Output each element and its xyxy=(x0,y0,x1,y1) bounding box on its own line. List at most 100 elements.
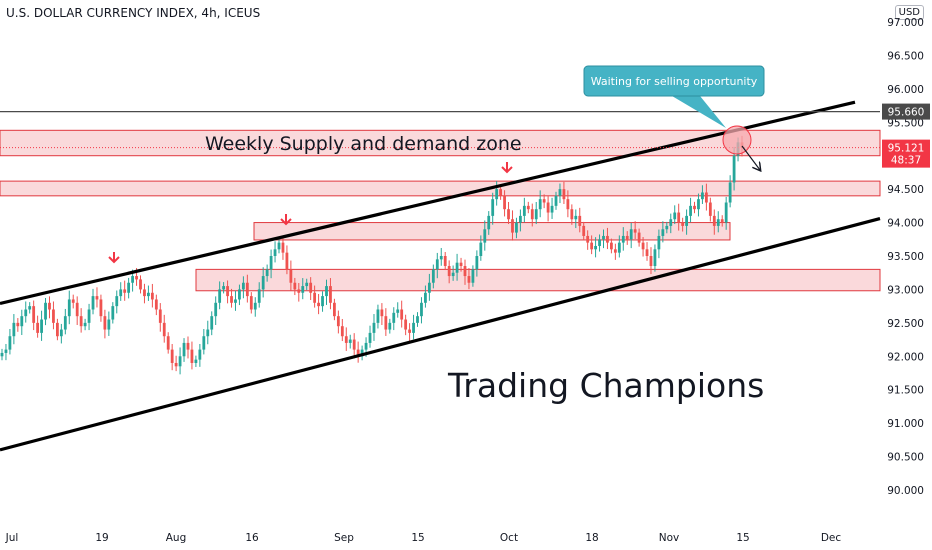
x-tick-label: 18 xyxy=(585,532,598,544)
y-tick-label: 93.500 xyxy=(887,251,924,263)
y-tick-label: 95.500 xyxy=(887,117,924,129)
candle-body xyxy=(586,235,590,243)
candle-body xyxy=(99,299,103,317)
candle-body xyxy=(439,256,443,260)
callout-text: Waiting for selling opportunity xyxy=(591,75,758,88)
chart-title: U.S. DOLLAR CURRENCY INDEX, 4h, ICEUS xyxy=(6,6,261,20)
candle-body xyxy=(206,329,210,337)
pivot-arrow xyxy=(280,214,292,226)
y-tick-label: 93.000 xyxy=(887,284,924,296)
last-price-text: 95.121 xyxy=(888,143,925,155)
candle-body xyxy=(578,215,582,226)
candle-body xyxy=(594,245,597,250)
candle-body xyxy=(297,289,301,293)
candle-body xyxy=(396,309,400,313)
candle-body xyxy=(150,292,154,300)
candle-body xyxy=(503,195,506,210)
candle-body xyxy=(340,326,344,337)
candle-body xyxy=(546,202,550,213)
candle-body xyxy=(483,229,487,243)
candle-body xyxy=(71,299,75,303)
candle-body xyxy=(269,256,273,270)
candle-body xyxy=(507,209,510,220)
candle-body xyxy=(550,205,554,213)
axes-layer: 97.00096.50096.00095.50095.00094.50094.0… xyxy=(5,17,930,544)
candle-body xyxy=(154,299,158,310)
candle-body xyxy=(158,309,162,323)
candle-body xyxy=(352,339,356,350)
candle-body xyxy=(285,252,289,270)
candle-body xyxy=(123,289,127,293)
channel-lower-line xyxy=(0,217,881,452)
candle-body xyxy=(526,205,530,210)
candle-body xyxy=(447,266,451,277)
candle-body xyxy=(202,336,206,350)
candle-body xyxy=(364,342,368,350)
candle-body xyxy=(321,296,324,307)
candle-body xyxy=(471,269,475,283)
candle-body xyxy=(384,316,388,330)
candle-body xyxy=(451,272,455,277)
candle-body xyxy=(249,296,253,310)
candle-body xyxy=(103,316,107,330)
candle-body xyxy=(602,235,605,240)
candle-body xyxy=(732,155,736,183)
candle-body xyxy=(186,342,190,350)
candle-body xyxy=(554,195,558,206)
x-tick-label: 15 xyxy=(736,532,749,544)
candle-body xyxy=(712,215,716,226)
watermark: Trading Champions xyxy=(447,366,764,405)
candle-body xyxy=(8,336,12,350)
lines-layer xyxy=(0,100,881,452)
candle-body xyxy=(530,209,534,220)
candle-body xyxy=(238,289,241,300)
candle-body xyxy=(582,225,586,236)
candle-body xyxy=(261,276,265,290)
candle-body xyxy=(91,296,95,310)
candle-body xyxy=(214,302,218,317)
candle-body xyxy=(329,286,332,303)
candle-body xyxy=(174,362,178,367)
currency-button[interactable]: USD xyxy=(894,5,924,20)
candle-body xyxy=(178,356,182,367)
candle-body xyxy=(147,292,150,297)
candle-body xyxy=(313,292,317,303)
candle-body xyxy=(479,242,483,256)
candle-body xyxy=(697,199,700,210)
resistance-price-tag xyxy=(882,103,930,120)
candle-body xyxy=(210,316,214,330)
candle-body xyxy=(388,322,392,330)
x-tick-label: Jul xyxy=(5,532,19,544)
candle-body xyxy=(673,212,677,220)
callout: Waiting for selling opportunity xyxy=(583,65,765,128)
candle-body xyxy=(305,282,309,287)
x-tick-label: Sep xyxy=(334,532,354,544)
candle-body xyxy=(115,296,119,307)
candle-body xyxy=(701,192,704,200)
last-price-tag xyxy=(882,139,930,168)
candle-body xyxy=(574,215,578,220)
candle-body xyxy=(12,322,16,337)
candle-body xyxy=(598,239,601,246)
candle-body xyxy=(226,286,229,297)
candle-body xyxy=(376,309,380,323)
candle-body xyxy=(629,229,633,240)
candle-body xyxy=(380,309,384,317)
candle-body xyxy=(143,289,146,297)
candle-body xyxy=(87,309,91,323)
candle-body xyxy=(83,322,87,327)
x-tick-label: 19 xyxy=(95,532,108,544)
candle-body xyxy=(309,282,313,293)
y-tick-label: 90.500 xyxy=(887,452,924,464)
candle-body xyxy=(36,322,40,333)
candles-layer xyxy=(0,135,744,375)
zone-zone-93-1 xyxy=(195,268,881,292)
candle-body xyxy=(677,212,681,223)
candle-body xyxy=(257,289,261,303)
candle-body xyxy=(708,202,712,216)
zone-label: Weekly Supply and demand zone xyxy=(205,133,522,155)
candle-body xyxy=(111,306,115,320)
candle-body xyxy=(645,249,649,256)
candle-body xyxy=(404,319,408,330)
